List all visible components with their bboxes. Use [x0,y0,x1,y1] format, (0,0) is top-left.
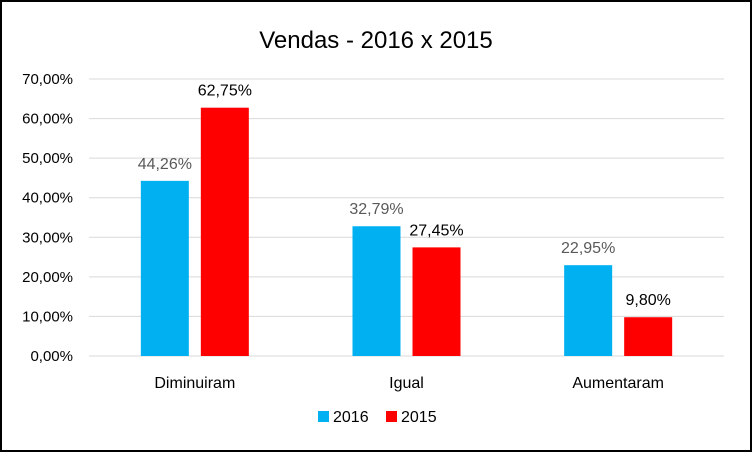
legend-swatch-2015 [386,411,397,422]
bar-2016-igual [352,226,401,356]
legend-label-2016: 2016 [333,409,369,426]
data-label-2016-aumentaram: 22,95% [561,240,615,257]
data-label-2016-diminuiram: 44,26% [138,156,192,173]
y-tick-label: 30,00% [22,229,73,246]
y-tick-label: 50,00% [22,150,73,167]
grid-lines [89,78,724,357]
x-axis-categories: Diminuiram Igual Aumentaram [154,375,664,392]
bar-2015-diminuiram [200,107,249,356]
legend: 2016 2015 [318,409,437,426]
chart-title: Vendas - 2016 x 2015 [259,27,493,54]
legend-label-2015: 2015 [401,409,437,426]
bar-2015-aumentaram [624,317,673,356]
data-labels: 44,26% 62,75% 32,79% 27,45% 22,95% 9,80% [138,83,671,310]
data-label-2015-aumentaram: 9,80% [625,292,670,309]
bar-2016-diminuiram [140,180,189,356]
data-label-2016-igual: 32,79% [349,201,403,218]
y-tick-label: 0,00% [30,348,73,365]
bars [140,107,673,356]
category-label: Aumentaram [572,375,664,392]
y-tick-label: 20,00% [22,269,73,286]
category-label: Diminuiram [154,375,235,392]
y-tick-label: 40,00% [22,190,73,207]
y-tick-label: 60,00% [22,111,73,128]
y-tick-label: 10,00% [22,308,73,325]
bar-2016-aumentaram [564,265,613,356]
legend-swatch-2016 [318,411,329,422]
category-label: Igual [389,375,424,392]
data-label-2015-diminuiram: 62,75% [198,83,252,100]
bar-2015-igual [412,247,461,356]
y-tick-label: 70,00% [22,71,73,88]
data-label-2015-igual: 27,45% [409,222,463,239]
y-axis-ticks: 0,00% 10,00% 20,00% 30,00% 40,00% 50,00% 60,00… [22,71,73,365]
